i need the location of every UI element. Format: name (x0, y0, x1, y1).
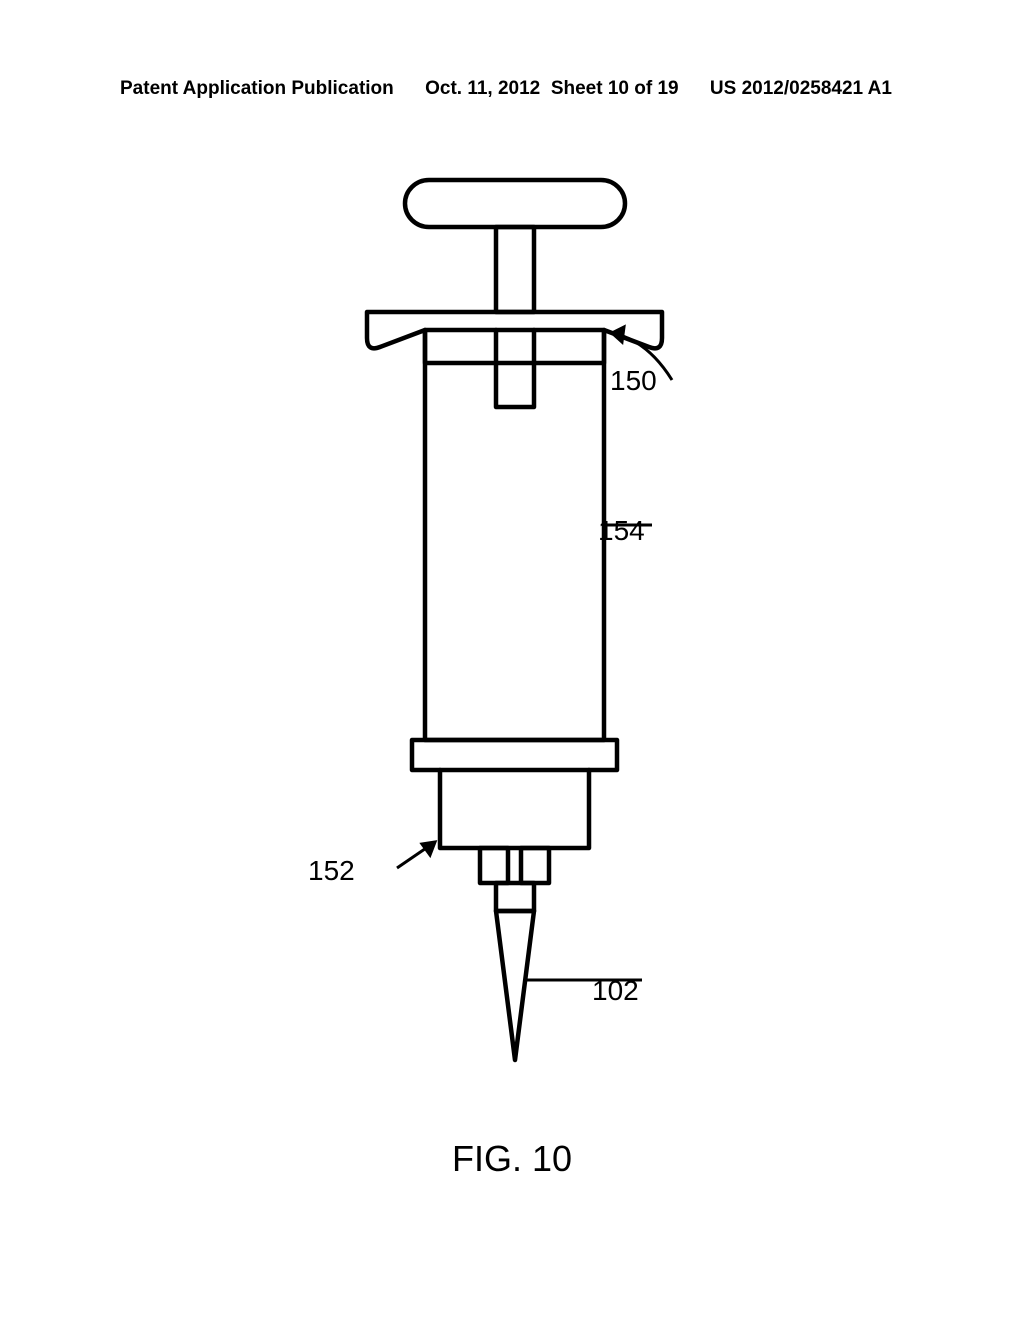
ref-154: 154 (598, 515, 645, 547)
publication-number: US 2012/0258421 A1 (710, 78, 892, 100)
ref-152: 152 (308, 855, 355, 887)
syringe-figure (0, 170, 1024, 1070)
patent-header: Patent Application Publication Oct. 11, … (0, 78, 1024, 100)
publication-date: Oct. 11, 2012 Sheet 10 of 19 (425, 78, 679, 100)
syringe-svg (262, 170, 762, 1070)
publication-type: Patent Application Publication (120, 78, 394, 100)
figure-caption: FIG. 10 (0, 1138, 1024, 1180)
ref-150: 150 (610, 365, 657, 397)
ref-102: 102 (592, 975, 639, 1007)
